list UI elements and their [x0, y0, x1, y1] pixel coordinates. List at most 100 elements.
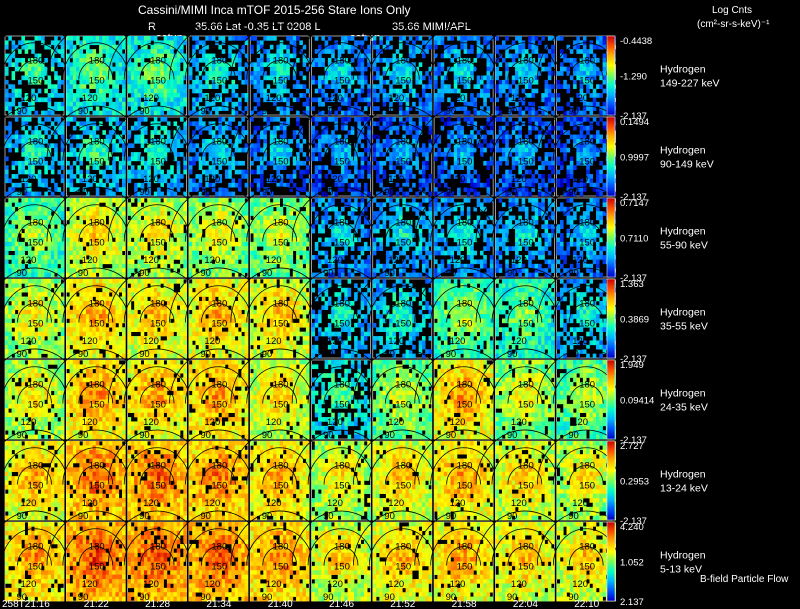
pixel-cell	[256, 40, 261, 46]
pixel-cell	[195, 79, 200, 85]
pixel-cell	[518, 57, 522, 63]
pixel-cell	[176, 106, 181, 111]
pixel-cell	[457, 130, 461, 135]
pixel-cell	[102, 237, 106, 243]
pixel-cell	[76, 97, 80, 103]
pixel-cell	[102, 215, 106, 221]
pixel-cell	[102, 147, 106, 153]
pixel-cell	[99, 182, 103, 188]
pixel-cell	[79, 250, 83, 256]
pixel-cell	[89, 272, 93, 278]
pixel-cell	[479, 125, 484, 131]
pixel-cell	[412, 125, 416, 131]
pixel-cell	[160, 138, 164, 144]
pixel-cell	[18, 211, 22, 216]
pixel-cell	[202, 75, 206, 81]
pixel-cell	[8, 130, 12, 135]
pixel-cell	[531, 182, 536, 188]
pixel-cell	[57, 268, 62, 273]
pixel-cell	[341, 125, 345, 131]
pixel-cell	[596, 138, 600, 144]
pixel-cell	[260, 156, 264, 162]
pixel-cell	[18, 79, 22, 85]
pixel-cell	[122, 268, 126, 273]
pixel-cell	[486, 178, 491, 184]
pixel-cell	[60, 134, 65, 140]
pixel-cell	[276, 165, 280, 170]
pixel-cell	[273, 178, 277, 184]
pixel-cell	[21, 117, 25, 122]
pixel-cell	[418, 130, 423, 135]
pixel-cell	[314, 49, 319, 54]
pixel-cell	[495, 143, 499, 149]
pitch-angle-ring	[17, 141, 52, 161]
ring-label: 120	[388, 174, 404, 185]
pixel-cell	[92, 147, 97, 153]
pixel-cell	[405, 101, 410, 107]
pixel-cell	[137, 71, 142, 76]
pixel-cell	[44, 241, 48, 247]
pixel-cell	[515, 134, 519, 140]
pixel-cell	[160, 147, 164, 153]
pixel-cell	[453, 174, 458, 179]
pixel-cell	[385, 191, 390, 197]
pixel-cell	[421, 152, 426, 157]
pixel-cell	[302, 182, 307, 188]
pixel-cell	[357, 62, 361, 68]
pixel-cell	[256, 57, 261, 63]
pixel-cell	[60, 202, 65, 208]
ring-label: 180	[457, 56, 473, 67]
pixel-cell	[302, 53, 307, 59]
pixel-cell	[69, 53, 74, 59]
pixel-cell	[47, 110, 52, 116]
pixel-cell	[541, 66, 545, 72]
pixel-cell	[292, 134, 297, 140]
pixel-cell	[150, 49, 155, 54]
pixel-cell	[105, 62, 110, 68]
pixel-cell	[321, 125, 325, 131]
pixel-cell	[143, 174, 148, 179]
pixel-cell	[60, 272, 65, 278]
pixel-cell	[296, 117, 300, 122]
pixel-cell	[289, 40, 294, 46]
pixel-cell	[195, 57, 200, 63]
pixel-cell	[244, 147, 249, 153]
pixel-cell	[122, 88, 126, 94]
pixel-cell	[573, 79, 577, 85]
pixel-cell	[140, 198, 145, 203]
pixel-cell	[215, 110, 219, 116]
pixel-cell	[102, 66, 106, 72]
pixel-cell	[559, 130, 564, 135]
pixel-cell	[408, 143, 413, 149]
pixel-cell	[428, 174, 433, 179]
pixel-cell	[14, 268, 19, 273]
pixel-cell	[14, 57, 19, 63]
pixel-cell	[279, 53, 284, 59]
pixel-cell	[392, 143, 397, 149]
ring-label: 90	[78, 106, 89, 117]
pixel-cell	[160, 93, 164, 98]
pixel-cell	[428, 40, 433, 46]
pixel-cell	[89, 36, 93, 41]
pixel-cell	[205, 125, 209, 131]
pixel-cell	[14, 174, 19, 179]
pixel-cell	[415, 71, 419, 76]
pixel-cell	[528, 125, 532, 131]
pixel-cell	[153, 49, 158, 54]
pixel-cell	[215, 125, 219, 131]
pixel-cell	[44, 169, 48, 175]
pixel-cell	[112, 198, 116, 203]
pixel-cell	[238, 36, 242, 41]
pixel-cell	[157, 75, 161, 81]
pixel-cell	[102, 49, 106, 54]
pixel-cell	[273, 117, 277, 122]
pixel-cell	[559, 66, 564, 72]
pixel-cell	[60, 246, 65, 251]
pixel-cell	[479, 152, 484, 157]
pixel-cell	[447, 88, 451, 94]
pixel-cell	[118, 75, 123, 81]
pixel-cell	[76, 198, 80, 203]
pixel-cell	[137, 174, 142, 179]
pixel-cell	[324, 49, 329, 54]
pixel-cell	[27, 110, 32, 116]
